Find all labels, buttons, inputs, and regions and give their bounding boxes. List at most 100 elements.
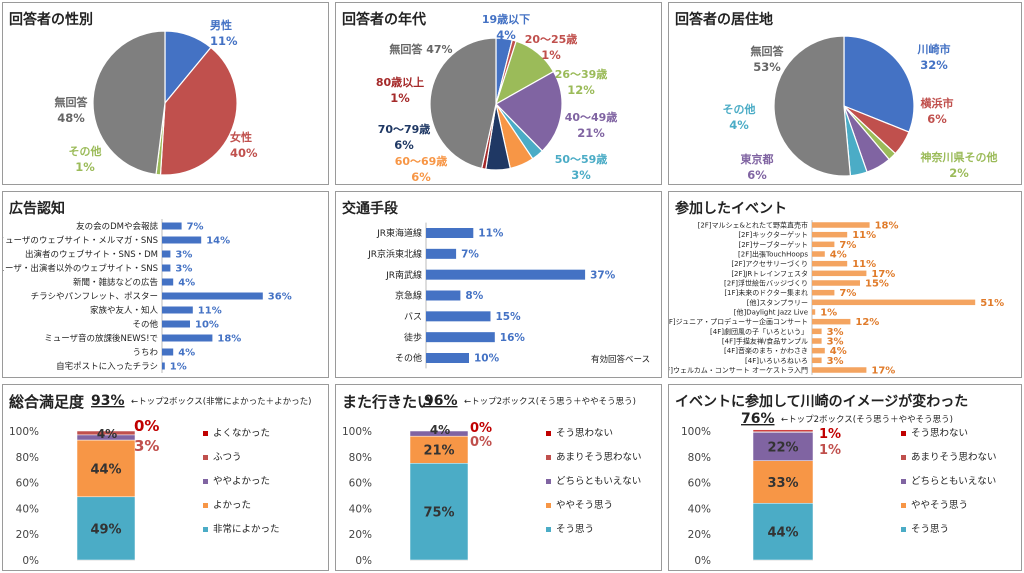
bar-value-12: 3%: [827, 337, 844, 348]
bar-value-7: 10%: [195, 320, 219, 331]
bar-7: [162, 320, 190, 328]
category-label-5: 徒歩: [404, 331, 422, 343]
pie-label-1: 女性: [230, 130, 252, 144]
y-tick-4: 20%: [688, 529, 711, 541]
bar-value-5: 17%: [871, 269, 895, 280]
pie-value-1: 6%: [927, 112, 947, 126]
legend-label-1: あまりそう思わない: [556, 452, 642, 463]
category-label-4: [2F]アクセサリーづくり: [731, 259, 808, 268]
pie-label-5: 60〜69歳: [395, 154, 448, 168]
pie-value-1: 1%: [541, 48, 561, 62]
bar-0: [426, 228, 474, 238]
legend-label-0: そう思わない: [911, 428, 968, 439]
y-tick-2: 60%: [349, 478, 372, 490]
pie-value-0: 32%: [920, 58, 948, 72]
segment-value-2: 4%: [97, 427, 117, 441]
bar-value-0: 11%: [478, 228, 504, 240]
panel-image: イベントに参加して川崎のイメージが変わった 76% ←トップ2ボックス(そう思う＋…: [668, 384, 1022, 571]
segment-value-0: 75%: [423, 506, 454, 521]
bar-14: [812, 357, 822, 364]
category-label-0: [2F]マルシェ&とれたて野菜直売市: [698, 220, 808, 229]
category-label-6: その他: [395, 352, 422, 364]
bar-value-0: 18%: [875, 221, 899, 232]
category-label-7: [1F]未来のドクター集まれ: [724, 288, 808, 297]
chart-title-satisfaction: 総合満足度: [9, 393, 85, 411]
category-label-11: [4F]劇団風の子「いろという」: [710, 327, 808, 336]
bar-value-14: 3%: [827, 356, 844, 367]
legend-label-3: よかった: [213, 500, 251, 511]
segment-value-2: 4%: [430, 423, 450, 437]
pie-value-5: 53%: [753, 60, 781, 74]
top2-note: ←トップ2ボックス(そう思う＋ややそう思う): [464, 397, 636, 407]
category-label-8: ミューザ音の放課後NEWS!で: [44, 333, 158, 344]
panel-revisit: また行きたい 96% ←トップ2ボックス(そう思う＋ややそう思う) 100% 80% 6…: [335, 384, 662, 571]
segment-value-1: 44%: [90, 462, 121, 477]
bar-value-13: 4%: [830, 346, 847, 357]
legend-swatch-4: [901, 527, 906, 532]
pie-slice-8: [429, 37, 497, 170]
bar-4: [162, 278, 174, 286]
pie-value-1: 40%: [230, 146, 258, 160]
category-label-0: 友の会のDMや会報誌: [76, 221, 158, 232]
category-label-2: JR南武線: [385, 269, 422, 281]
pie-value-3: 21%: [577, 126, 605, 140]
bar-2: [162, 250, 171, 258]
legend-label-4: そう思う: [556, 524, 594, 535]
category-label-10: 自宅ポストに入ったチラシ: [56, 361, 158, 372]
y-tick-3: 40%: [688, 503, 711, 515]
segment-value-0: 49%: [90, 522, 121, 537]
pie-label-2: その他: [69, 144, 102, 158]
bar-value-2: 7%: [839, 240, 856, 251]
legend-swatch-2: [546, 479, 551, 484]
bar-value-9: 4%: [178, 348, 195, 359]
bar-value-11: 3%: [827, 327, 844, 338]
bar-value-5: 16%: [500, 332, 526, 344]
bar-value-2: 37%: [590, 269, 616, 281]
bar-value-8: 18%: [217, 334, 241, 345]
pie-value-5: 6%: [411, 170, 431, 184]
pie-value-7: 1%: [390, 91, 410, 105]
pie-slice-1: [159, 46, 238, 176]
bar-2: [426, 269, 586, 280]
stacked-chart-revisit: 96% ←トップ2ボックス(そう思う＋ややそう思う) 100% 80% 60% 40% 20…: [342, 393, 642, 567]
legend-swatch-4: [203, 527, 208, 532]
category-label-8: [他]スタンプラリー: [747, 298, 808, 307]
stacked-chart-satisfaction: 93% ←トップ2ボックス(非常によかった＋よかった) 100% 80% 60% 40% 2…: [9, 393, 311, 567]
bar-2: [812, 241, 835, 248]
panel-ad: 広告認知 友の会のDMや会報誌 7% ミューザのウェブサイト・メルマガ・SNS 14%…: [2, 191, 329, 378]
bar-1: [812, 231, 848, 238]
pie-value-2: 12%: [567, 83, 595, 97]
category-label-6: [2F]浮世絵缶バッジづくり: [724, 278, 808, 287]
y-tick-5: 0%: [355, 555, 372, 567]
bar-10: [812, 318, 851, 325]
bar-value-3: 4%: [830, 250, 847, 261]
y-tick-1: 80%: [349, 452, 372, 464]
stacked-chart-image: 76% ←トップ2ボックス(そう思う＋ややそう思う) 100% 80% 60% 40% 20…: [681, 411, 997, 567]
pie-slice-5: [773, 35, 852, 177]
legend-swatch-3: [203, 503, 208, 508]
bar-value-4: 11%: [852, 259, 876, 270]
category-label-9: うちわ: [132, 348, 158, 358]
pie-label-4: 50〜59歳: [555, 152, 608, 166]
bar-8: [162, 334, 213, 342]
bar-value-3: 8%: [465, 290, 483, 302]
category-label-5: チラシやパンフレット、ポスター: [31, 292, 158, 302]
bar-value-4: 4%: [178, 278, 195, 289]
legend-swatch-3: [901, 503, 906, 508]
bar-1: [426, 248, 457, 259]
bar-3: [426, 290, 461, 301]
legend-label-2: ややよかった: [213, 476, 270, 487]
panel-gender: 回答者の性別 男性 11% 女性 40% その他 1% 無回答 48%: [2, 2, 329, 185]
bar-15: [812, 367, 867, 373]
chart-title-age: 回答者の年代: [342, 12, 426, 28]
pie-chart-residence: 川崎市 32% 横浜市 6% 神奈川県その他 2% 東京都 6% その他 4% 無回答 53%: [723, 35, 998, 182]
bar-value-7: 7%: [839, 288, 856, 299]
category-label-12: [4F]手描友禅/食品サンプル: [722, 336, 808, 345]
bar-value-1: 11%: [852, 230, 876, 241]
pie-slice-3: [495, 70, 563, 152]
bar-value-6: 15%: [865, 279, 889, 290]
category-label-10: [4F]ジュニア・プロデューサー企画コンサート: [668, 317, 808, 326]
category-label-1: ミューザのウェブサイト・メルマガ・SNS: [2, 235, 158, 246]
legend-swatch-2: [901, 479, 906, 484]
legend-label-2: どちらともいえない: [911, 476, 996, 487]
